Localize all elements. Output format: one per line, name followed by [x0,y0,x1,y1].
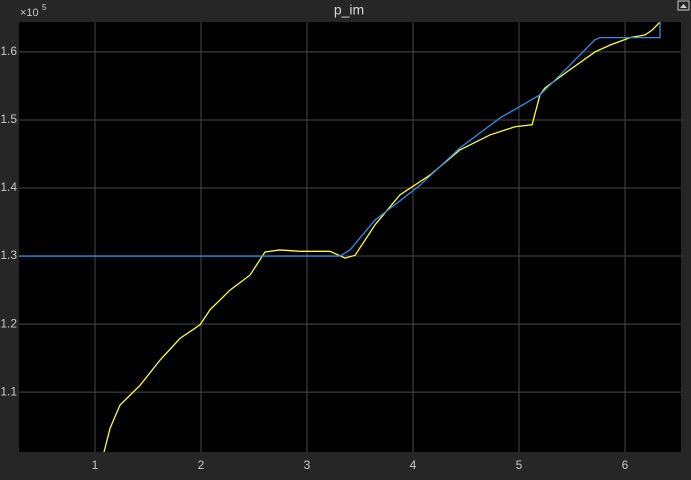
series-line [19,22,661,257]
y-tick-label: 1.2 [0,316,17,330]
x-tick-label: 6 [622,458,629,472]
icon-frame[interactable] [677,0,690,11]
y-tick-label: 1.3 [0,248,17,262]
y-tick-label: 1.5 [0,112,17,126]
series-line [103,22,661,452]
plot-area [19,22,681,452]
y-multiplier: ×10 [20,7,39,19]
x-tick-label: 1 [92,458,99,472]
y-tick-label: 1.4 [0,180,17,194]
x-tick-label: 2 [198,458,205,472]
y-tick-label: 1.1 [0,384,17,398]
y-exponent: 5 [42,3,47,12]
restore-icon[interactable] [677,0,690,11]
x-tick-label: 3 [304,458,311,472]
y-tick-label: 1.6 [0,44,17,58]
icon-arrow[interactable] [680,4,687,8]
x-tick-label: 4 [410,458,417,472]
x-tick-label: 5 [516,458,523,472]
chart-title: p_im [334,2,364,18]
